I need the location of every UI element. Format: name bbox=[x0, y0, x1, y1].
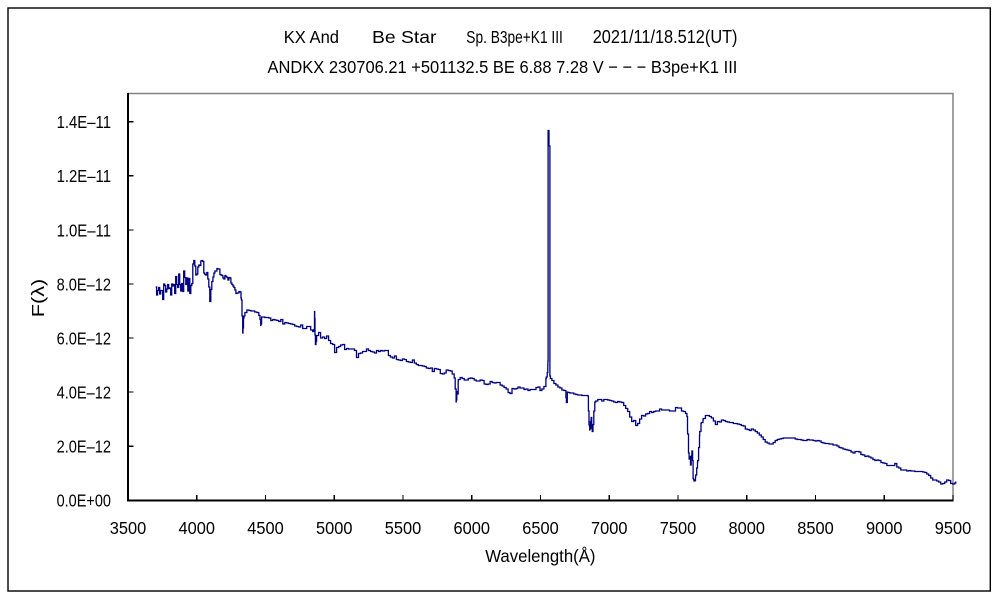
svg-text:7000: 7000 bbox=[591, 517, 627, 538]
svg-text:5000: 5000 bbox=[316, 517, 352, 538]
svg-text:F(λ): F(λ) bbox=[29, 279, 49, 317]
svg-text:8.0E–12: 8.0E–12 bbox=[57, 275, 111, 295]
svg-text:8000: 8000 bbox=[729, 517, 765, 538]
svg-text:3500: 3500 bbox=[110, 517, 146, 538]
svg-text:4.0E–12: 4.0E–12 bbox=[57, 383, 111, 403]
svg-text:2021/11/18.512(UT): 2021/11/18.512(UT) bbox=[593, 26, 738, 47]
svg-text:9500: 9500 bbox=[935, 517, 971, 538]
svg-text:2.0E–12: 2.0E–12 bbox=[57, 437, 111, 457]
svg-text:7500: 7500 bbox=[660, 517, 696, 538]
svg-text:ANDKX 230706.21 +501132.5 BE 6: ANDKX 230706.21 +501132.5 BE 6.88 7.28 V… bbox=[268, 56, 738, 77]
svg-text:0.0E+00: 0.0E+00 bbox=[57, 491, 111, 511]
svg-text:8500: 8500 bbox=[797, 517, 833, 538]
svg-text:9000: 9000 bbox=[866, 517, 902, 538]
svg-text:Wavelength(Å): Wavelength(Å) bbox=[485, 545, 595, 566]
svg-text:6.0E–12: 6.0E–12 bbox=[57, 329, 111, 349]
svg-text:5500: 5500 bbox=[385, 517, 421, 538]
svg-text:6500: 6500 bbox=[522, 517, 558, 538]
svg-text:6000: 6000 bbox=[454, 517, 490, 538]
svg-text:4000: 4000 bbox=[179, 517, 215, 538]
svg-text:Be Star: Be Star bbox=[372, 27, 436, 47]
svg-text:1.2E–11: 1.2E–11 bbox=[57, 166, 111, 187]
svg-text:1.4E–11: 1.4E–11 bbox=[57, 112, 111, 133]
svg-text:1.0E–11: 1.0E–11 bbox=[57, 220, 111, 241]
svg-text:KX And: KX And bbox=[284, 26, 339, 47]
svg-text:Sp. B3pe+K1 III: Sp. B3pe+K1 III bbox=[466, 28, 563, 47]
svg-text:4500: 4500 bbox=[247, 517, 283, 538]
